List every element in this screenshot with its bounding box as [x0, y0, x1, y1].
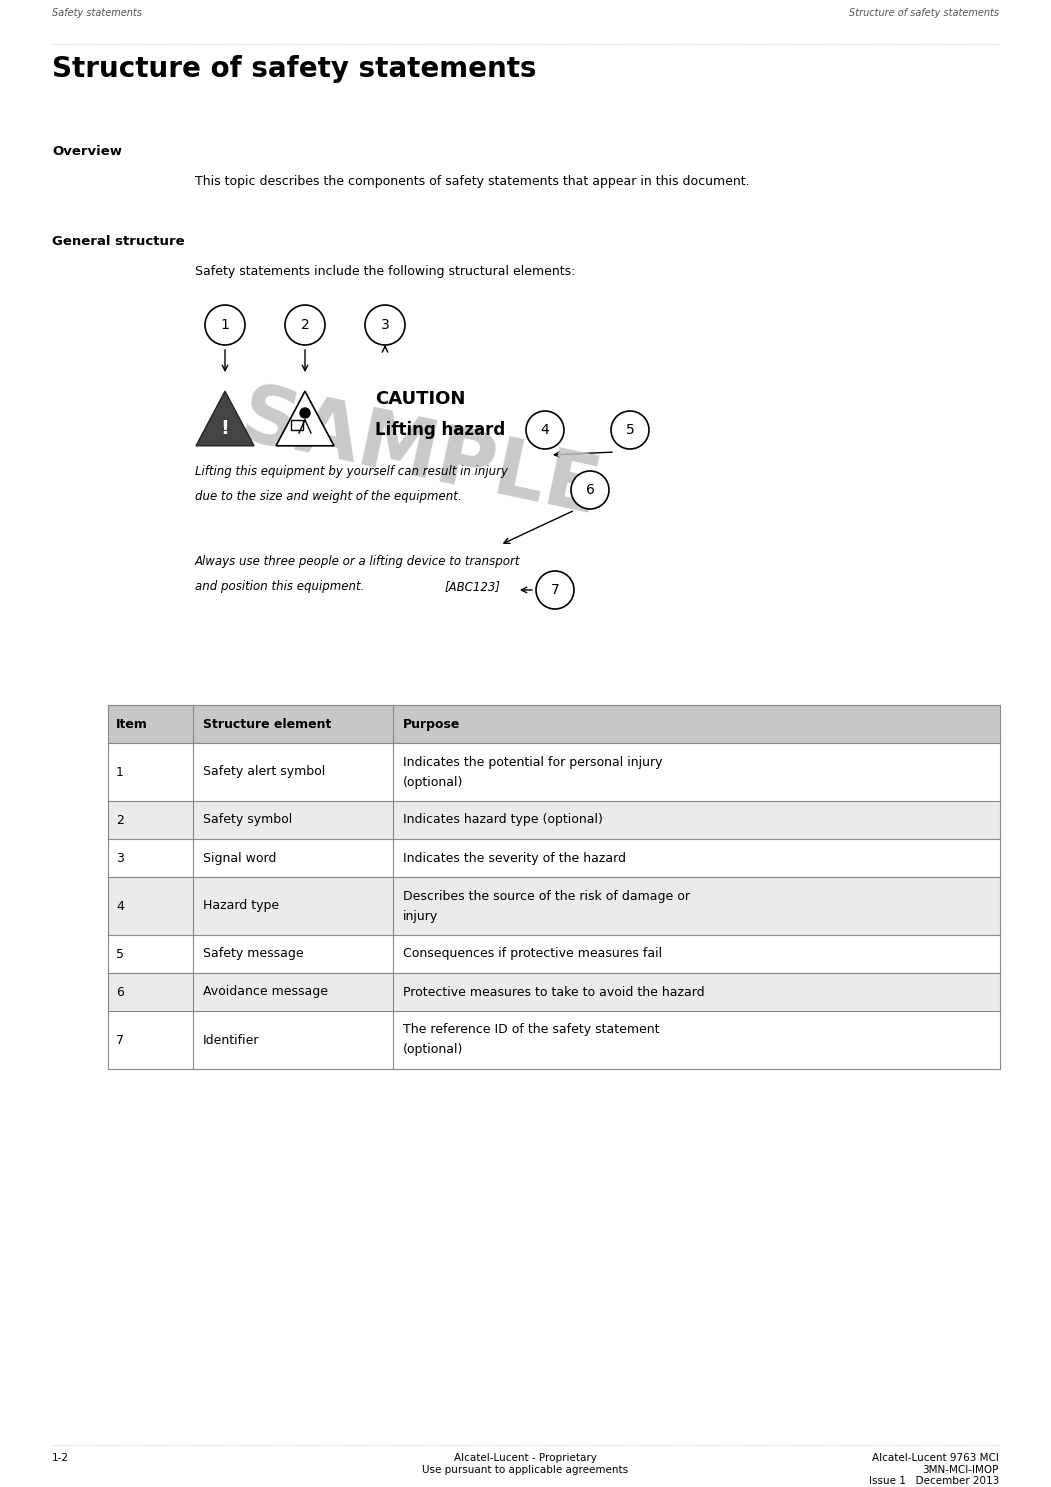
- Text: 2: 2: [116, 813, 124, 827]
- Text: Indicates hazard type (optional): Indicates hazard type (optional): [403, 813, 603, 827]
- Text: Structure of safety statements: Structure of safety statements: [51, 55, 536, 83]
- Text: 6: 6: [116, 986, 124, 998]
- Text: CAUTION: CAUTION: [375, 390, 466, 407]
- Text: Purpose: Purpose: [403, 718, 460, 730]
- Text: (optional): (optional): [403, 776, 463, 788]
- Text: Safety statements: Safety statements: [51, 7, 142, 18]
- Text: 3: 3: [116, 852, 124, 864]
- FancyBboxPatch shape: [108, 839, 1000, 877]
- FancyBboxPatch shape: [108, 744, 1000, 801]
- Text: Describes the source of the risk of damage or: Describes the source of the risk of dama…: [403, 889, 691, 903]
- Text: Alcatel-Lucent - Proprietary
Use pursuant to applicable agreements: Alcatel-Lucent - Proprietary Use pursuan…: [423, 1453, 628, 1475]
- Text: SAMPLE: SAMPLE: [233, 379, 606, 531]
- Polygon shape: [195, 391, 254, 446]
- Text: Consequences if protective measures fail: Consequences if protective measures fail: [403, 947, 662, 961]
- Text: 4: 4: [540, 422, 550, 437]
- Text: Indicates the potential for personal injury: Indicates the potential for personal inj…: [403, 755, 662, 769]
- FancyBboxPatch shape: [108, 1011, 1000, 1069]
- Ellipse shape: [365, 305, 405, 345]
- Text: 1: 1: [221, 318, 229, 332]
- Text: injury: injury: [403, 910, 438, 922]
- Text: Safety alert symbol: Safety alert symbol: [203, 766, 325, 779]
- Text: 6: 6: [585, 483, 595, 497]
- Text: 7: 7: [116, 1033, 124, 1047]
- Text: 5: 5: [625, 422, 635, 437]
- Ellipse shape: [611, 410, 650, 449]
- Text: Indicates the severity of the hazard: Indicates the severity of the hazard: [403, 852, 626, 864]
- Ellipse shape: [285, 305, 325, 345]
- Ellipse shape: [300, 407, 310, 418]
- Polygon shape: [276, 391, 334, 446]
- Text: 7: 7: [551, 583, 559, 596]
- Ellipse shape: [571, 471, 609, 509]
- Text: Hazard type: Hazard type: [203, 900, 280, 913]
- Text: This topic describes the components of safety statements that appear in this doc: This topic describes the components of s…: [195, 175, 749, 187]
- Text: 4: 4: [116, 900, 124, 913]
- Text: Structure of safety statements: Structure of safety statements: [849, 7, 1000, 18]
- Text: Always use three people or a lifting device to transport: Always use three people or a lifting dev…: [195, 555, 520, 568]
- Text: [ABC123]: [ABC123]: [445, 580, 501, 593]
- Text: 1: 1: [116, 766, 124, 779]
- Text: Identifier: Identifier: [203, 1033, 260, 1047]
- Text: 5: 5: [116, 947, 124, 961]
- Text: Protective measures to take to avoid the hazard: Protective measures to take to avoid the…: [403, 986, 704, 998]
- Text: and position this equipment.: and position this equipment.: [195, 580, 365, 593]
- FancyBboxPatch shape: [108, 705, 1000, 744]
- Text: Item: Item: [116, 718, 148, 730]
- Text: Structure element: Structure element: [203, 718, 331, 730]
- Text: 1-2: 1-2: [51, 1453, 69, 1463]
- Text: Safety symbol: Safety symbol: [203, 813, 292, 827]
- Text: Safety statements include the following structural elements:: Safety statements include the following …: [195, 265, 575, 278]
- Text: due to the size and weight of the equipment.: due to the size and weight of the equipm…: [195, 491, 461, 503]
- Text: Signal word: Signal word: [203, 852, 276, 864]
- Text: Safety message: Safety message: [203, 947, 304, 961]
- Text: Overview: Overview: [51, 146, 122, 158]
- Text: Lifting hazard: Lifting hazard: [375, 421, 506, 439]
- Text: !: !: [221, 419, 229, 439]
- Text: 2: 2: [301, 318, 309, 332]
- Text: Alcatel-Lucent 9763 MCI
3MN-MCI-IMOP
Issue 1   December 2013: Alcatel-Lucent 9763 MCI 3MN-MCI-IMOP Iss…: [869, 1453, 1000, 1486]
- Text: 3: 3: [380, 318, 389, 332]
- FancyBboxPatch shape: [108, 935, 1000, 972]
- FancyBboxPatch shape: [108, 877, 1000, 935]
- Ellipse shape: [205, 305, 245, 345]
- Ellipse shape: [536, 571, 574, 610]
- Ellipse shape: [526, 410, 564, 449]
- Text: (optional): (optional): [403, 1044, 463, 1056]
- Text: Lifting this equipment by yourself can result in injury: Lifting this equipment by yourself can r…: [195, 465, 508, 477]
- Text: General structure: General structure: [51, 235, 185, 248]
- FancyBboxPatch shape: [108, 972, 1000, 1011]
- FancyBboxPatch shape: [108, 801, 1000, 839]
- Text: The reference ID of the safety statement: The reference ID of the safety statement: [403, 1023, 659, 1036]
- Text: Avoidance message: Avoidance message: [203, 986, 328, 998]
